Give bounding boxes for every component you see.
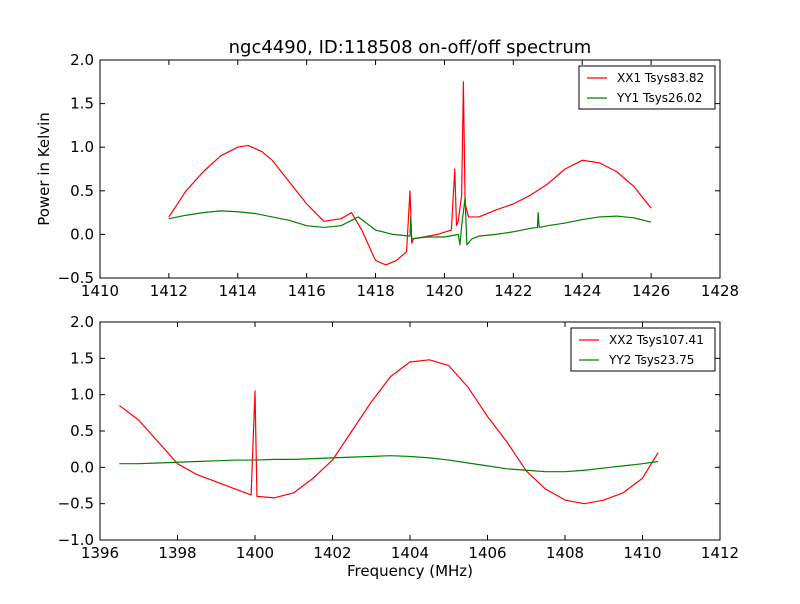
x-tick-label: 1422 [494, 282, 532, 300]
series-line-yy1 [168, 197, 652, 246]
x-tick-label: 1416 [288, 282, 326, 300]
x-tick-label: 1426 [632, 282, 670, 300]
y-tick-label: 1.0 [70, 138, 94, 156]
x-tick-label: 1402 [313, 544, 351, 562]
y-tick-label: 2.0 [70, 313, 94, 331]
chart-title: ngc4490, ID:118508 on-off/off spectrum [229, 37, 592, 58]
x-tick-label: 1408 [546, 544, 584, 562]
series-line-yy2 [119, 455, 659, 473]
legend-label: YY1 Tsys26.02 [616, 91, 702, 105]
y-tick-label: −0.5 [58, 269, 94, 287]
x-tick-label: 1406 [468, 544, 506, 562]
y-tick-label: 0.5 [70, 422, 94, 440]
x-axis-title: Frequency (MHz) [347, 562, 473, 580]
y-tick-label: 1.5 [70, 95, 94, 113]
x-tick-label: 1410 [81, 282, 119, 300]
y-axis-title: Power in Kelvin [35, 112, 53, 226]
legend: XX2 Tsys107.41 YY2 Tsys23.75 [570, 327, 716, 372]
x-tick-label: 1400 [236, 544, 274, 562]
y-tick-label: 1.0 [70, 386, 94, 404]
x-tick-label: 1420 [425, 282, 463, 300]
y-tick-label: 0.0 [70, 225, 94, 243]
legend-label: YY2 Tsys23.75 [608, 353, 694, 367]
x-tick-label: 1412 [701, 544, 739, 562]
y-tick-label: −0.5 [58, 495, 94, 513]
x-tick-label: 1404 [391, 544, 429, 562]
x-tick-label: 1418 [356, 282, 394, 300]
legend-label: XX2 Tsys107.41 [609, 333, 704, 347]
legend: XX1 Tsys83.82 YY1 Tsys26.02 [578, 65, 716, 110]
series-line-xx2 [119, 359, 659, 505]
plot-panel-2: 1396 1398 1400 1402 1404 1406 1408 1410 1412 −1.0… [58, 313, 740, 580]
legend-box [578, 65, 716, 110]
legend-box [570, 327, 716, 372]
y-tick-label: 0.0 [70, 458, 94, 476]
x-tick-label: 1414 [219, 282, 257, 300]
x-tick-label: 1424 [563, 282, 601, 300]
x-tick-label: 1412 [150, 282, 188, 300]
x-tick-label: 1410 [623, 544, 661, 562]
y-tick-label: −1.0 [58, 531, 94, 549]
x-tick-label: 1398 [158, 544, 196, 562]
plot-frame [99, 59, 721, 279]
y-tick-label: 2.0 [70, 51, 94, 69]
y-tick-label: 0.5 [70, 182, 94, 200]
plot-panel-1: 1410 1412 1414 1416 1418 1420 1422 1424 1426 1428… [35, 51, 739, 300]
legend-label: XX1 Tsys83.82 [617, 71, 704, 85]
y-tick-label: 1.5 [70, 349, 94, 367]
x-tick-label: 1428 [701, 282, 739, 300]
x-tick-label: 1396 [81, 544, 119, 562]
